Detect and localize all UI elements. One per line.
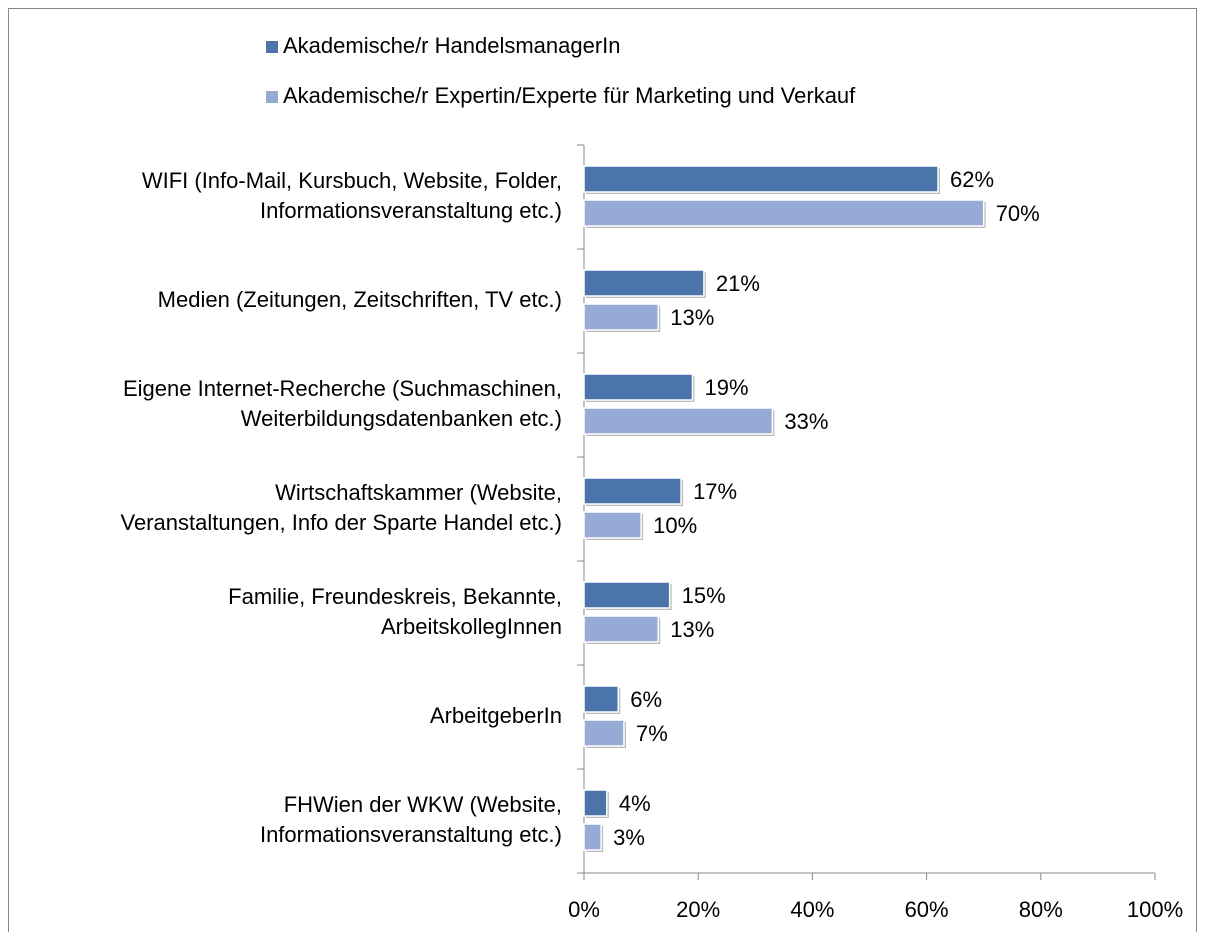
value-label: 10% [653,513,697,538]
category-label: Weiterbildungsdatenbanken etc.) [241,406,562,431]
bar [583,303,659,331]
value-label: 15% [682,583,726,608]
legend-swatch [266,41,278,53]
bar [583,511,642,539]
value-label: 17% [693,479,737,504]
value-label: 19% [704,375,748,400]
category-label: Familie, Freundeskreis, Bekannte, [228,584,562,609]
bar [583,581,671,609]
category-label: WIFI (Info-Mail, Kursbuch, Website, Fold… [142,168,562,193]
x-tick-label: 20% [676,897,720,922]
value-label: 70% [996,201,1040,226]
bar [583,199,985,227]
value-label: 3% [613,825,645,850]
category-label: Wirtschaftskammer (Website, [275,480,562,505]
value-label: 13% [670,617,714,642]
x-tick-label: 0% [568,897,600,922]
bar [583,789,608,817]
legend-swatch [266,91,278,103]
bar [583,165,939,193]
category-label: ArbeitskollegInnen [381,614,562,639]
bar [583,477,682,505]
bar [583,615,659,643]
category-label: Medien (Zeitungen, Zeitschriften, TV etc… [158,287,562,312]
value-label: 13% [670,305,714,330]
category-label: Informationsveranstaltung etc.) [260,198,562,223]
x-tick-label: 60% [905,897,949,922]
category-label: Eigene Internet-Recherche (Suchmaschinen… [123,376,562,401]
category-label: FHWien der WKW (Website, [284,792,562,817]
value-label: 21% [716,271,760,296]
x-tick-label: 40% [790,897,834,922]
bar [583,823,602,851]
bar [583,719,625,747]
category-label: Informationsveranstaltung etc.) [260,822,562,847]
legend-label: Akademische/r HandelsmanagerIn [283,33,621,58]
bar [583,373,694,401]
value-label: 4% [619,791,651,816]
category-label: ArbeitgeberIn [430,703,562,728]
bar [583,407,774,435]
chart-frame [8,8,1197,932]
value-label: 7% [636,721,668,746]
bar [583,685,620,713]
x-tick-label: 100% [1127,897,1183,922]
x-tick-label: 80% [1019,897,1063,922]
value-label: 33% [784,409,828,434]
value-label: 6% [630,687,662,712]
legend-label: Akademische/r Expertin/Experte für Marke… [283,83,856,108]
category-label: Veranstaltungen, Info der Sparte Handel … [120,510,562,535]
value-label: 62% [950,167,994,192]
bar [583,269,705,297]
